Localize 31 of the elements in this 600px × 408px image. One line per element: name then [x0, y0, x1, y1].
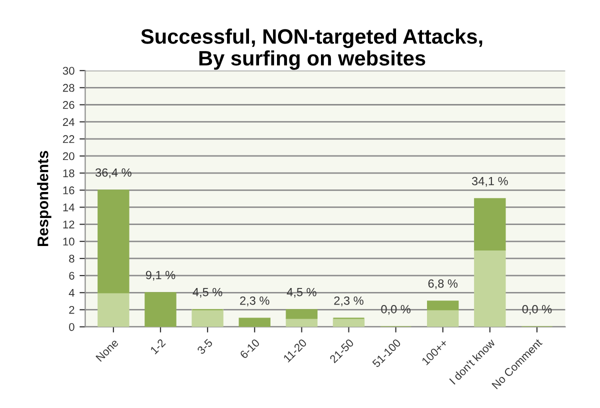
annotation: 36,4 %: [96, 168, 132, 178]
y-tick-label: 12: [63, 220, 74, 228]
annotation: 9,1 %: [146, 270, 176, 281]
annotation: 4,5 %: [286, 288, 316, 298]
y-tick-label: 18: [63, 169, 74, 178]
annotation: 2,3 %: [334, 296, 364, 306]
y-tick-label: 8: [69, 254, 74, 263]
y-tick-label: 26: [62, 101, 74, 109]
y-tick-label: 20: [62, 152, 74, 160]
y-tick-label: 2: [69, 306, 74, 314]
annotation: 2,3 %: [240, 296, 270, 306]
y-tick-label: 10: [63, 238, 74, 246]
y-tick-label: 22: [62, 135, 74, 143]
y-tick-label: 6: [69, 272, 74, 280]
annotation: 34,1 %: [472, 176, 508, 187]
chart-title: Successful, NON-targeted Attacks, By surfing on websites: [141, 28, 482, 70]
annotation: 4,5 %: [192, 288, 222, 298]
y-tick-label: 30: [62, 66, 74, 75]
annotation: 0,0 %: [381, 305, 410, 315]
annotation: 6,8 %: [428, 279, 458, 290]
x-tick-label: 1-2: [150, 338, 166, 354]
y-tick-label: 28: [62, 84, 74, 92]
x-tick-label: 6-10: [239, 338, 260, 360]
y-tick-label: 4: [68, 289, 74, 297]
x-tick-label: 3-5: [196, 338, 213, 355]
annotation: 0,0 %: [522, 305, 552, 315]
y-tick-label: 16: [63, 186, 74, 194]
y-axis-title: Respondents: [37, 150, 52, 246]
y-tick-label: 0: [69, 323, 74, 331]
y-tick-label: 24: [62, 118, 74, 126]
y-tick-label: 14: [63, 204, 74, 212]
